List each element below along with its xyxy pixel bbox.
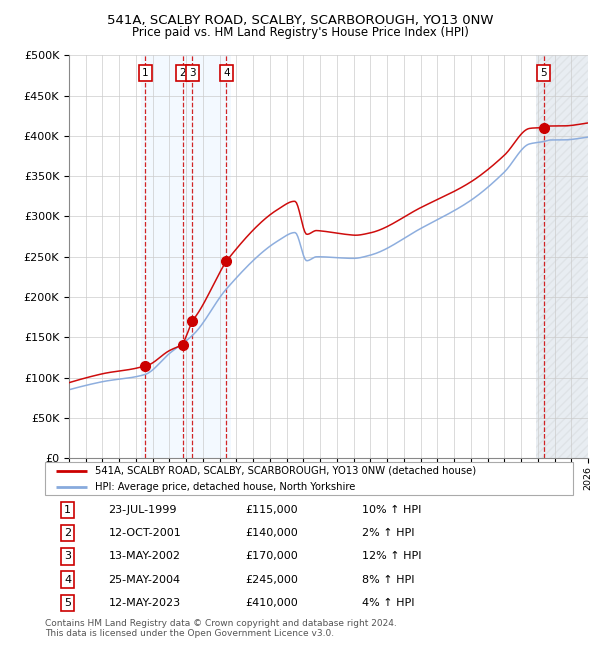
Text: 12-MAY-2023: 12-MAY-2023 (109, 598, 181, 608)
Text: £245,000: £245,000 (245, 575, 299, 584)
Text: 4: 4 (223, 68, 230, 78)
Text: £410,000: £410,000 (245, 598, 298, 608)
Text: 3: 3 (64, 551, 71, 562)
Text: 2: 2 (64, 528, 71, 538)
Text: 10% ↑ HPI: 10% ↑ HPI (362, 505, 421, 515)
Text: £140,000: £140,000 (245, 528, 298, 538)
Text: Contains HM Land Registry data © Crown copyright and database right 2024.
This d: Contains HM Land Registry data © Crown c… (45, 619, 397, 638)
FancyBboxPatch shape (45, 462, 573, 495)
Bar (536, 55, 588, 458)
Text: 12-OCT-2001: 12-OCT-2001 (109, 528, 181, 538)
Text: 12% ↑ HPI: 12% ↑ HPI (362, 551, 421, 562)
Text: 23-JUL-1999: 23-JUL-1999 (109, 505, 177, 515)
Bar (141, 55, 232, 458)
Text: £170,000: £170,000 (245, 551, 298, 562)
Text: 4% ↑ HPI: 4% ↑ HPI (362, 598, 415, 608)
Text: HPI: Average price, detached house, North Yorkshire: HPI: Average price, detached house, Nort… (95, 482, 356, 492)
Text: 4: 4 (64, 575, 71, 584)
Text: 1: 1 (142, 68, 148, 78)
Text: 2: 2 (179, 68, 186, 78)
Bar (536, 55, 588, 458)
Text: 5: 5 (64, 598, 71, 608)
Text: 1: 1 (64, 505, 71, 515)
Text: 2% ↑ HPI: 2% ↑ HPI (362, 528, 415, 538)
Text: 5: 5 (541, 68, 547, 78)
Text: 541A, SCALBY ROAD, SCALBY, SCARBOROUGH, YO13 0NW: 541A, SCALBY ROAD, SCALBY, SCARBOROUGH, … (107, 14, 493, 27)
Text: Price paid vs. HM Land Registry's House Price Index (HPI): Price paid vs. HM Land Registry's House … (131, 26, 469, 39)
Text: 541A, SCALBY ROAD, SCALBY, SCARBOROUGH, YO13 0NW (detached house): 541A, SCALBY ROAD, SCALBY, SCARBOROUGH, … (95, 465, 476, 476)
Text: 25-MAY-2004: 25-MAY-2004 (109, 575, 181, 584)
Text: 13-MAY-2002: 13-MAY-2002 (109, 551, 181, 562)
Text: 3: 3 (189, 68, 196, 78)
Text: 8% ↑ HPI: 8% ↑ HPI (362, 575, 415, 584)
Text: £115,000: £115,000 (245, 505, 298, 515)
